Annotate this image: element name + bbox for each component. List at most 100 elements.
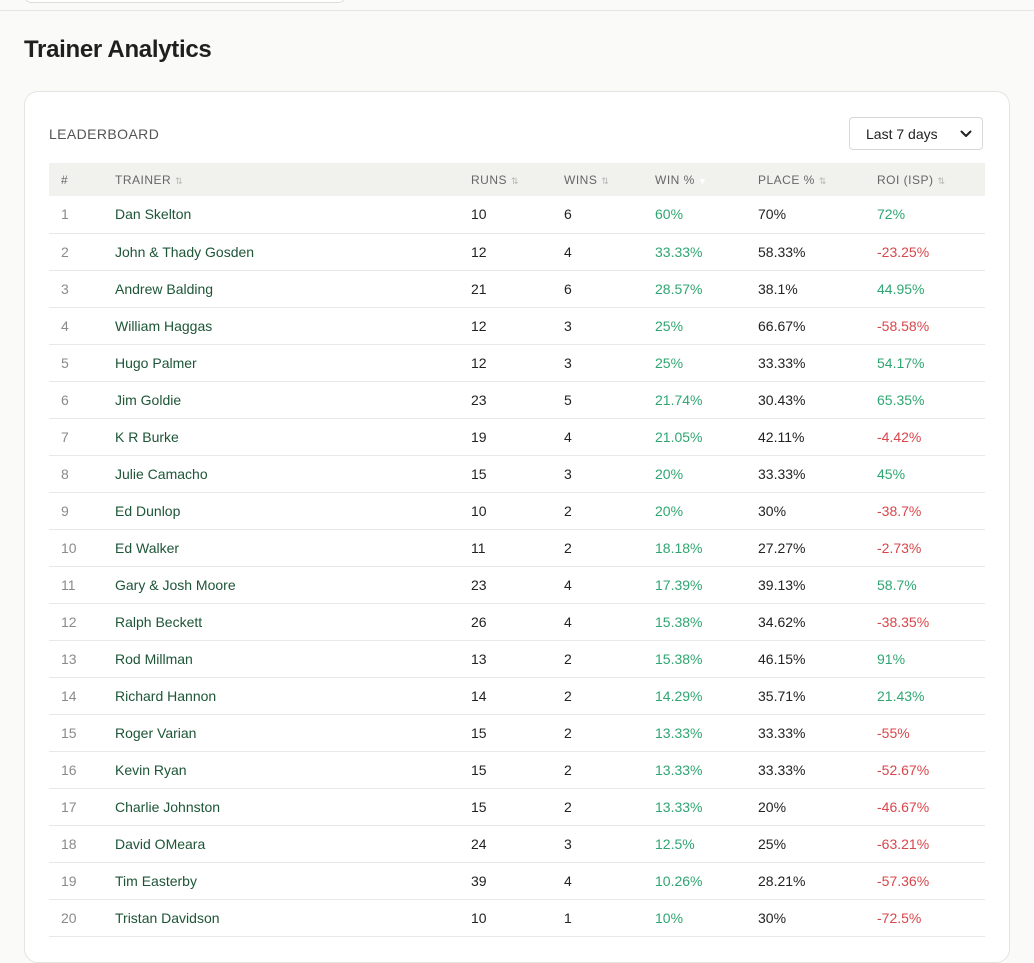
trainer-cell[interactable]: Dan Skelton <box>115 196 471 233</box>
table-row[interactable]: 2 John & Thady Gosden 12 4 33.33% 58.33% -23.2… <box>49 233 985 270</box>
top-bar <box>0 0 1034 11</box>
column-header-win-pct[interactable]: WIN % ▼ <box>655 172 708 187</box>
rank-cell: 14 <box>61 687 77 704</box>
roi-cell: -63.21% <box>877 835 930 852</box>
trainer-cell[interactable]: K R Burke <box>115 418 471 455</box>
table-row[interactable]: 8 Julie Camacho 15 3 20% 33.33% 45% <box>49 455 985 492</box>
table-row[interactable]: 12 Ralph Beckett 26 4 15.38% 34.62% -38.35% <box>49 603 985 640</box>
roi-cell: -23.25% <box>877 243 930 260</box>
win-pct-cell: 10% <box>655 909 684 926</box>
place-pct-cell: 39.13% <box>758 576 806 593</box>
table-row[interactable]: 11 Gary & Josh Moore 23 4 17.39% 39.13% 58.7% <box>49 566 985 603</box>
trainer-link[interactable]: Gary & Josh Moore <box>115 576 236 593</box>
trainer-link[interactable]: Julie Camacho <box>115 465 208 482</box>
roi-cell: 44.95% <box>877 280 925 297</box>
rank-cell: 12 <box>61 613 77 630</box>
trainer-cell[interactable]: Tim Easterby <box>115 862 471 899</box>
trainer-link[interactable]: Hugo Palmer <box>115 354 197 371</box>
period-select[interactable]: Last 7 days <box>849 117 983 150</box>
runs-cell: 15 <box>471 465 487 482</box>
runs-cell: 12 <box>471 317 487 334</box>
table-row[interactable]: 4 William Haggas 12 3 25% 66.67% -58.58% <box>49 307 985 344</box>
win-pct-cell: 13.33% <box>655 724 703 741</box>
trainer-cell[interactable]: Julie Camacho <box>115 455 471 492</box>
trainer-link[interactable]: Richard Hannon <box>115 687 217 704</box>
sort-icon: ⇅ <box>601 175 610 186</box>
column-header-place-pct[interactable]: PLACE % ⇅ <box>758 172 827 187</box>
trainer-cell[interactable]: Roger Varian <box>115 714 471 751</box>
trainer-link[interactable]: John & Thady Gosden <box>115 243 255 260</box>
trainer-cell[interactable]: Andrew Balding <box>115 270 471 307</box>
rank-cell: 19 <box>61 872 77 889</box>
table-row[interactable]: 14 Richard Hannon 14 2 14.29% 35.71% 21.43% <box>49 677 985 714</box>
trainer-cell[interactable]: Ed Walker <box>115 529 471 566</box>
win-pct-cell: 21.74% <box>655 391 703 408</box>
place-pct-cell: 33.33% <box>758 761 806 778</box>
table-row[interactable]: 7 K R Burke 19 4 21.05% 42.11% -4.42% <box>49 418 985 455</box>
win-pct-cell: 14.29% <box>655 687 703 704</box>
trainer-cell[interactable]: Ed Dunlop <box>115 492 471 529</box>
trainer-cell[interactable]: David OMeara <box>115 825 471 862</box>
roi-cell: -4.42% <box>877 428 922 445</box>
trainer-link[interactable]: Charlie Johnston <box>115 798 221 815</box>
trainer-link[interactable]: Rod Millman <box>115 650 193 667</box>
trainer-link[interactable]: Ralph Beckett <box>115 613 203 630</box>
trainer-cell[interactable]: John & Thady Gosden <box>115 233 471 270</box>
sort-desc-icon: ▼ <box>697 175 708 186</box>
runs-cell: 24 <box>471 835 487 852</box>
trainer-link[interactable]: Dan Skelton <box>115 206 192 223</box>
wins-cell: 4 <box>564 872 572 889</box>
runs-cell: 23 <box>471 576 487 593</box>
trainer-cell[interactable]: Ralph Beckett <box>115 603 471 640</box>
trainer-link[interactable]: Roger Varian <box>115 724 197 741</box>
trainer-cell[interactable]: Jim Goldie <box>115 381 471 418</box>
table-row[interactable]: 18 David OMeara 24 3 12.5% 25% -63.21% <box>49 825 985 862</box>
table-row[interactable]: 5 Hugo Palmer 12 3 25% 33.33% 54.17% <box>49 344 985 381</box>
table-row[interactable]: 17 Charlie Johnston 15 2 13.33% 20% -46.67% <box>49 788 985 825</box>
trainer-cell[interactable]: Rod Millman <box>115 640 471 677</box>
table-row[interactable]: 3 Andrew Balding 21 6 28.57% 38.1% 44.95% <box>49 270 985 307</box>
table-row[interactable]: 6 Jim Goldie 23 5 21.74% 30.43% 65.35% <box>49 381 985 418</box>
table-row[interactable]: 19 Tim Easterby 39 4 10.26% 28.21% -57.36% <box>49 862 985 899</box>
table-row[interactable]: 16 Kevin Ryan 15 2 13.33% 33.33% -52.67% <box>49 751 985 788</box>
trainer-link[interactable]: Ed Dunlop <box>115 502 181 519</box>
place-pct-cell: 58.33% <box>758 243 806 260</box>
table-row[interactable]: 10 Ed Walker 11 2 18.18% 27.27% -2.73% <box>49 529 985 566</box>
trainer-cell[interactable]: Hugo Palmer <box>115 344 471 381</box>
place-pct-cell: 66.67% <box>758 317 806 334</box>
search-input[interactable] <box>24 0 346 3</box>
trainer-link[interactable]: Jim Goldie <box>115 391 182 408</box>
table-row[interactable]: 1 Dan Skelton 10 6 60% 70% 72% <box>49 196 985 233</box>
trainer-link[interactable]: William Haggas <box>115 317 213 334</box>
trainer-link[interactable]: Kevin Ryan <box>115 761 187 778</box>
column-header-roi[interactable]: ROI (ISP) ⇅ <box>877 172 946 187</box>
trainer-cell[interactable]: Richard Hannon <box>115 677 471 714</box>
column-header-runs[interactable]: RUNS ⇅ <box>471 172 520 187</box>
column-header-wins[interactable]: WINS ⇅ <box>564 172 610 187</box>
trainer-cell[interactable]: Charlie Johnston <box>115 788 471 825</box>
trainer-cell[interactable]: Tristan Davidson <box>115 899 471 936</box>
column-header-trainer[interactable]: TRAINER ⇅ <box>115 172 184 187</box>
runs-cell: 26 <box>471 613 487 630</box>
trainer-link[interactable]: K R Burke <box>115 428 179 445</box>
trainer-link[interactable]: Tim Easterby <box>115 872 197 889</box>
roi-cell: 45% <box>877 465 906 482</box>
runs-cell: 15 <box>471 724 487 741</box>
table-row[interactable]: 9 Ed Dunlop 10 2 20% 30% -38.7% <box>49 492 985 529</box>
trainer-link[interactable]: David OMeara <box>115 835 206 852</box>
place-pct-cell: 33.33% <box>758 465 806 482</box>
table-row[interactable]: 15 Roger Varian 15 2 13.33% 33.33% -55% <box>49 714 985 751</box>
trainer-link[interactable]: Ed Walker <box>115 539 180 556</box>
trainer-cell[interactable]: Gary & Josh Moore <box>115 566 471 603</box>
wins-cell: 2 <box>564 724 572 741</box>
roi-cell: 58.7% <box>877 576 917 593</box>
roi-cell: -72.5% <box>877 909 922 926</box>
trainer-link[interactable]: Andrew Balding <box>115 280 214 297</box>
table-row[interactable]: 20 Tristan Davidson 10 1 10% 30% -72.5% <box>49 899 985 936</box>
trainer-cell[interactable]: Kevin Ryan <box>115 751 471 788</box>
roi-cell: -38.7% <box>877 502 922 519</box>
table-row[interactable]: 13 Rod Millman 13 2 15.38% 46.15% 91% <box>49 640 985 677</box>
trainer-cell[interactable]: William Haggas <box>115 307 471 344</box>
trainer-link[interactable]: Tristan Davidson <box>115 909 220 926</box>
roi-cell: -55% <box>877 724 910 741</box>
